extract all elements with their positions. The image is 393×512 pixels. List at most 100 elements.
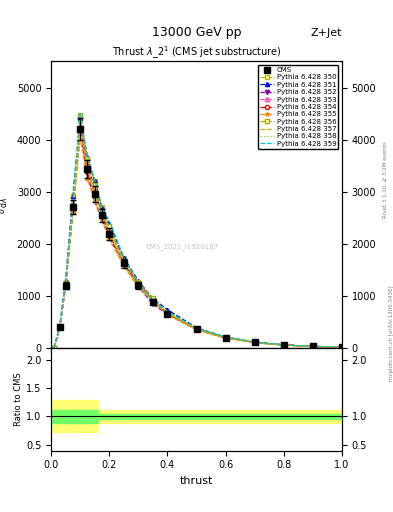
Pythia 6.428 352 — [78, 131, 83, 137]
Pythia 6.428 351 — [63, 278, 68, 284]
Pythia 6.428 354 — [223, 335, 228, 341]
Pythia 6.428 357 — [71, 206, 75, 212]
Pythia 6.428 352 — [121, 260, 126, 266]
Legend: CMS, Pythia 6.428 350, Pythia 6.428 351, Pythia 6.428 352, Pythia 6.428 353, Pyt: CMS, Pythia 6.428 350, Pythia 6.428 351,… — [258, 65, 338, 149]
Line: Pythia 6.428 354: Pythia 6.428 354 — [52, 126, 344, 350]
Pythia 6.428 357 — [340, 344, 344, 350]
Text: 13000 GeV pp: 13000 GeV pp — [152, 26, 241, 39]
Pythia 6.428 356 — [71, 202, 75, 208]
Pythia 6.428 356 — [51, 345, 56, 351]
Pythia 6.428 357 — [252, 339, 257, 346]
Pythia 6.428 358 — [100, 206, 105, 212]
Pythia 6.428 351 — [194, 325, 199, 331]
Pythia 6.428 350 — [281, 342, 286, 348]
Pythia 6.428 357 — [223, 335, 228, 341]
Pythia 6.428 359 — [136, 280, 141, 286]
Line: Pythia 6.428 355: Pythia 6.428 355 — [52, 135, 344, 350]
Text: mcplots.cern.ch [arXiv:1306.3436]: mcplots.cern.ch [arXiv:1306.3436] — [389, 285, 393, 380]
Pythia 6.428 355 — [57, 325, 62, 331]
Pythia 6.428 353 — [107, 225, 112, 231]
Pythia 6.428 356 — [85, 156, 90, 162]
Pythia 6.428 358 — [51, 345, 56, 351]
Pythia 6.428 352 — [340, 344, 344, 350]
Pythia 6.428 355 — [100, 217, 105, 223]
Pythia 6.428 358 — [136, 279, 141, 285]
Pythia 6.428 353 — [165, 310, 170, 316]
Pythia 6.428 357 — [121, 263, 126, 269]
Pythia 6.428 352 — [107, 234, 112, 240]
Line: Pythia 6.428 351: Pythia 6.428 351 — [52, 116, 344, 350]
Pythia 6.428 356 — [281, 342, 286, 348]
Pythia 6.428 351 — [121, 255, 126, 261]
Pythia 6.428 351 — [223, 334, 228, 340]
Pythia 6.428 358 — [71, 202, 75, 208]
Pythia 6.428 359 — [78, 109, 83, 115]
Pythia 6.428 351 — [107, 221, 112, 227]
Pythia 6.428 351 — [71, 193, 75, 199]
Line: Pythia 6.428 353: Pythia 6.428 353 — [52, 123, 344, 350]
Pythia 6.428 355 — [151, 298, 155, 305]
X-axis label: thrust: thrust — [180, 476, 213, 486]
Pythia 6.428 355 — [107, 236, 112, 242]
Pythia 6.428 351 — [92, 178, 97, 184]
Pythia 6.428 352 — [136, 283, 141, 289]
Pythia 6.428 350 — [51, 345, 56, 351]
Y-axis label: $\frac{1}{\sigma}\frac{\mathrm{d}\sigma}{\mathrm{d}\lambda}$: $\frac{1}{\sigma}\frac{\mathrm{d}\sigma}… — [0, 196, 11, 214]
Line: Pythia 6.428 358: Pythia 6.428 358 — [54, 114, 342, 348]
Pythia 6.428 358 — [78, 111, 83, 117]
Pythia 6.428 358 — [310, 344, 315, 350]
Pythia 6.428 350 — [57, 323, 62, 329]
Pythia 6.428 359 — [281, 342, 286, 348]
Text: Rivet 3.1.10, ≥ 3.2M events: Rivet 3.1.10, ≥ 3.2M events — [383, 141, 387, 218]
Pythia 6.428 353 — [121, 259, 126, 265]
Pythia 6.428 358 — [92, 190, 97, 196]
Pythia 6.428 357 — [310, 344, 315, 350]
Pythia 6.428 354 — [151, 298, 155, 304]
Pythia 6.428 354 — [194, 326, 199, 332]
Pythia 6.428 355 — [51, 345, 56, 351]
Pythia 6.428 356 — [151, 294, 155, 301]
Pythia 6.428 352 — [194, 327, 199, 333]
Pythia 6.428 354 — [281, 342, 286, 348]
Pythia 6.428 353 — [63, 280, 68, 286]
Pythia 6.428 350 — [165, 309, 170, 315]
Pythia 6.428 350 — [78, 116, 83, 122]
Pythia 6.428 350 — [340, 344, 344, 350]
Pythia 6.428 352 — [100, 217, 105, 223]
Pythia 6.428 354 — [63, 282, 68, 288]
Pythia 6.428 358 — [340, 344, 344, 350]
Pythia 6.428 359 — [57, 323, 62, 329]
Pythia 6.428 354 — [57, 324, 62, 330]
Pythia 6.428 359 — [121, 254, 126, 260]
Pythia 6.428 357 — [107, 228, 112, 234]
Pythia 6.428 356 — [252, 339, 257, 346]
Pythia 6.428 357 — [85, 163, 90, 169]
Line: Pythia 6.428 350: Pythia 6.428 350 — [52, 117, 344, 350]
Pythia 6.428 355 — [223, 335, 228, 341]
Pythia 6.428 358 — [165, 309, 170, 315]
Pythia 6.428 359 — [165, 308, 170, 314]
Pythia 6.428 350 — [85, 158, 90, 164]
Pythia 6.428 359 — [151, 297, 155, 303]
Pythia 6.428 358 — [85, 159, 90, 165]
Pythia 6.428 357 — [281, 342, 286, 348]
Pythia 6.428 358 — [151, 298, 155, 304]
Pythia 6.428 359 — [85, 155, 90, 161]
Pythia 6.428 356 — [310, 344, 315, 350]
Pythia 6.428 351 — [78, 115, 83, 121]
Pythia 6.428 358 — [194, 326, 199, 332]
Pythia 6.428 352 — [252, 339, 257, 346]
Pythia 6.428 352 — [165, 311, 170, 317]
Pythia 6.428 355 — [71, 208, 75, 215]
Pythia 6.428 358 — [223, 334, 228, 340]
Pythia 6.428 355 — [252, 340, 257, 346]
Pythia 6.428 356 — [136, 279, 141, 285]
Pythia 6.428 357 — [100, 211, 105, 218]
Pythia 6.428 351 — [85, 154, 90, 160]
Text: Z+Jet: Z+Jet — [310, 28, 342, 38]
Pythia 6.428 359 — [194, 325, 199, 331]
Pythia 6.428 356 — [194, 326, 199, 332]
Pythia 6.428 359 — [340, 344, 344, 350]
Title: Thrust $\lambda\_2^1$ (CMS jet substructure): Thrust $\lambda\_2^1$ (CMS jet substruct… — [112, 45, 281, 61]
Pythia 6.428 355 — [281, 342, 286, 348]
